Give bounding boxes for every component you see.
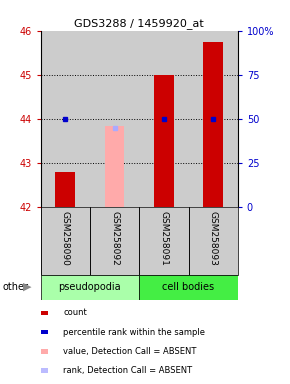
Bar: [41, 349, 48, 354]
Bar: [41, 31, 90, 207]
Bar: [41, 275, 139, 300]
Bar: [139, 31, 188, 207]
Text: rank, Detection Call = ABSENT: rank, Detection Call = ABSENT: [63, 366, 192, 375]
Text: ▶: ▶: [23, 282, 32, 292]
Bar: [188, 31, 238, 207]
Bar: [203, 42, 223, 207]
Bar: [188, 207, 238, 275]
Bar: [55, 172, 75, 207]
Text: GSM258093: GSM258093: [209, 211, 218, 266]
Bar: [41, 330, 48, 334]
Bar: [90, 31, 139, 207]
Text: other: other: [3, 282, 29, 292]
Title: GDS3288 / 1459920_at: GDS3288 / 1459920_at: [74, 18, 204, 30]
Text: percentile rank within the sample: percentile rank within the sample: [63, 328, 205, 337]
Text: GSM258091: GSM258091: [159, 211, 168, 266]
Bar: [139, 207, 188, 275]
Text: pseudopodia: pseudopodia: [59, 282, 121, 292]
Text: GSM258090: GSM258090: [61, 211, 70, 266]
Bar: [41, 368, 48, 373]
Text: GSM258092: GSM258092: [110, 211, 119, 265]
Text: cell bodies: cell bodies: [162, 282, 215, 292]
Bar: [139, 275, 238, 300]
Bar: [41, 311, 48, 315]
Bar: [154, 75, 174, 207]
Text: count: count: [63, 308, 87, 318]
Bar: [41, 207, 90, 275]
Text: value, Detection Call = ABSENT: value, Detection Call = ABSENT: [63, 347, 197, 356]
Bar: [105, 126, 124, 207]
Bar: [90, 207, 139, 275]
